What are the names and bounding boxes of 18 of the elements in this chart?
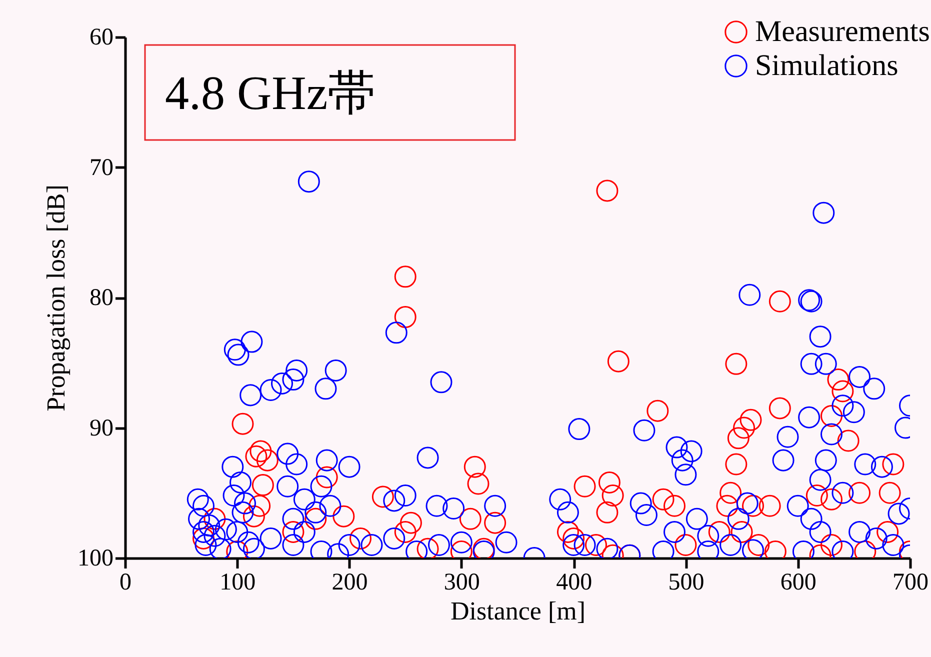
legend-label: Measurements [755, 15, 930, 48]
y-axis-title: Propagation loss [dB] [42, 184, 70, 412]
x-axis-title: Distance [m] [450, 596, 586, 626]
x-tick-label: 0 [120, 570, 132, 596]
y-tick-label: 80 [90, 285, 114, 311]
x-tick-label: 200 [332, 570, 368, 596]
y-tick-label: 60 [90, 24, 114, 50]
x-tick-label: 500 [668, 570, 704, 596]
x-tick-label: 600 [780, 570, 816, 596]
x-tick-label: 400 [556, 570, 592, 596]
y-tick-label: 70 [90, 154, 114, 181]
x-tick-label: 300 [444, 570, 480, 596]
x-tick-label: 700 [892, 570, 928, 596]
y-tick-label: 100 [78, 546, 114, 572]
y-tick-label: 90 [90, 415, 114, 442]
x-tick-label: 100 [220, 570, 256, 596]
annotation: 4.8 GHz帯 [165, 67, 376, 120]
legend-label: Simulations [755, 49, 898, 82]
